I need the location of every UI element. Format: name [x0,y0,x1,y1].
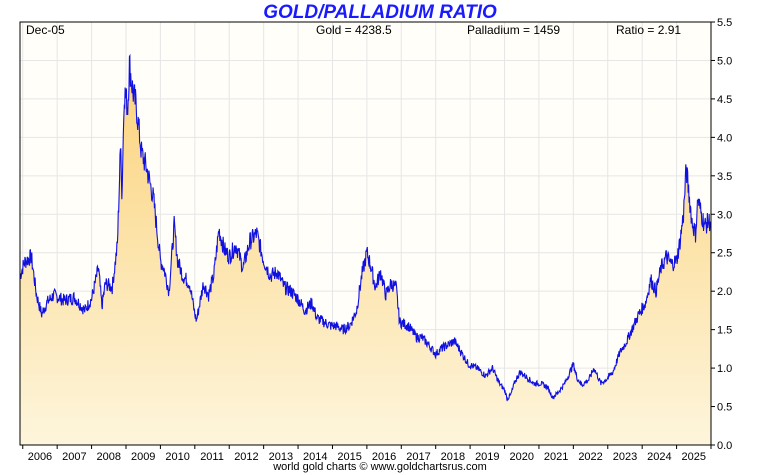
x-tick-label: 2010 [165,451,189,463]
x-tick-label: 2013 [269,451,293,463]
x-tick-label: 2020 [509,451,533,463]
x-tick-label: 2024 [647,451,671,463]
x-tick-label: 2019 [475,451,499,463]
ratio-area-fill [20,55,711,446]
y-tick-label: 3.5 [717,171,732,183]
chart-title: GOLD/PALLADIUM RATIO [263,2,497,23]
x-tick-label: 2006 [28,451,52,463]
x-tick-label: 2007 [62,451,86,463]
y-tick-label: 0.0 [717,440,732,452]
x-tick-label: 2011 [200,451,224,463]
x-tick-label: 2023 [613,451,637,463]
plot-frame [19,21,712,446]
ratio-value-label: Ratio = 2.91 [616,23,682,37]
x-tick-label: 2014 [303,451,327,463]
y-tick-label: 1.0 [717,363,732,375]
y-tick-label: 2.5 [717,248,732,260]
y-tick-label: 2.0 [717,286,732,298]
y-tick-label: 1.5 [717,325,732,337]
x-tick-label: 2015 [337,451,361,463]
x-tick-label: 2009 [131,451,155,463]
x-axis: 2006 2007 2008 2009 2010 2011 2012 2013 2014 2015… [22,445,712,463]
ratio-series-line [19,53,712,402]
y-tick-label: 5.0 [717,55,732,67]
y-tick-label: 4.5 [717,94,732,106]
x-tick-label: 2022 [578,451,602,463]
credit-footer: world gold charts © www.goldchartsrus.co… [273,461,487,473]
x-tick-label: 2025 [682,451,706,463]
y-tick-label: 3.0 [717,209,732,221]
x-tick-label: 2008 [97,451,121,463]
y-tick-label: 4.0 [717,132,732,144]
y-tick-label: 0.5 [717,402,732,414]
y-tick-label: 5.5 [717,17,732,29]
x-tick-label: 2021 [544,451,568,463]
gold-price-label: Gold = 4238.5 [316,23,392,37]
x-tick-label: 2012 [234,451,258,463]
x-tick-label: 2017 [406,451,430,463]
x-tick-label: 2016 [372,451,396,463]
palladium-price-label: Palladium = 1459 [467,23,561,37]
x-tick-label: 2018 [441,451,465,463]
y-axis: 0.0 0.5 1.0 1.5 2.0 2.5 3.0 3.5 4.0 4.5 5.0 5.5 [711,17,732,452]
start-date-label: Dec-05 [26,23,65,37]
